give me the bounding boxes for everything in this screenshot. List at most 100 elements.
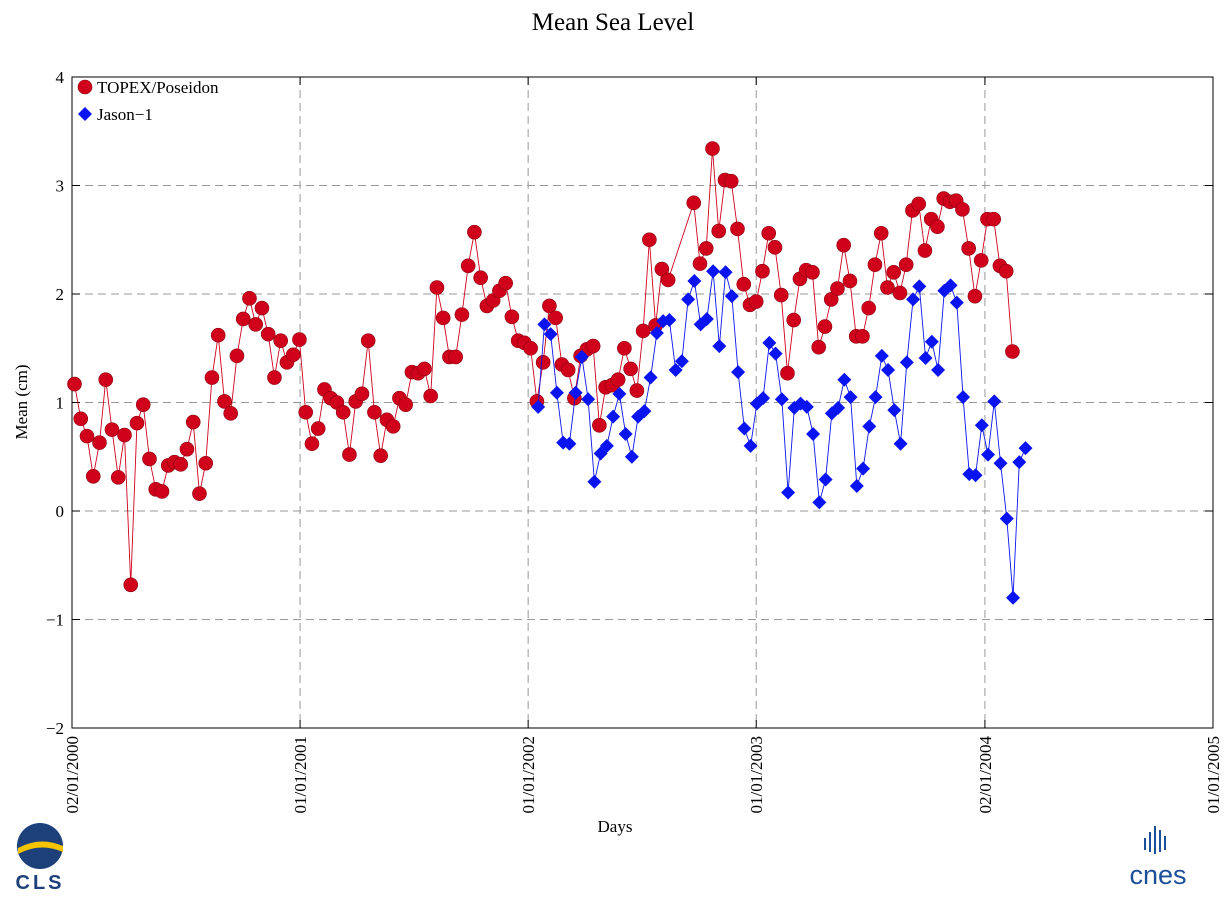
data-point — [210, 327, 226, 343]
data-point — [574, 349, 589, 364]
data-point — [724, 289, 739, 304]
data-point — [662, 313, 677, 328]
data-point — [999, 511, 1014, 526]
data-point — [535, 355, 551, 370]
data-point — [198, 455, 214, 471]
data-point — [1012, 455, 1027, 470]
data-point — [912, 279, 927, 294]
logo-swoosh — [18, 841, 63, 854]
data-point — [856, 461, 871, 476]
data-point — [806, 426, 821, 441]
data-point — [373, 448, 388, 463]
data-point — [310, 421, 326, 436]
y-axis-label: Mean (cm) — [12, 364, 31, 439]
data-point — [755, 263, 770, 279]
data-point — [1006, 590, 1021, 605]
data-point — [429, 280, 445, 295]
data-point — [687, 273, 702, 288]
data-point — [562, 436, 577, 451]
data-point — [537, 317, 552, 332]
data-point — [73, 411, 89, 427]
data-point — [868, 390, 883, 405]
data-point — [774, 392, 789, 407]
data-point — [342, 447, 357, 462]
data-point — [706, 264, 721, 279]
data-point — [773, 287, 789, 303]
cls-logo: CLS — [16, 823, 63, 894]
data-point — [692, 256, 708, 271]
data-point — [723, 173, 739, 189]
data-point — [873, 225, 889, 241]
data-point — [917, 243, 933, 258]
data-point — [918, 351, 933, 366]
data-point — [498, 275, 513, 291]
data-point — [192, 486, 207, 501]
data-point — [842, 273, 858, 289]
data-point — [649, 326, 664, 341]
x-tick-label: 01/01/2002 — [519, 736, 538, 813]
data-point — [748, 294, 764, 309]
data-point — [756, 391, 771, 406]
data-point — [523, 340, 538, 356]
data-point — [830, 281, 845, 296]
data-point — [743, 438, 758, 453]
data-point — [85, 468, 101, 484]
y-tick-label: −1 — [46, 611, 64, 630]
logo-text: cnes — [1129, 860, 1186, 890]
data-point — [967, 288, 983, 304]
data-point — [543, 327, 558, 342]
data-point — [117, 427, 132, 443]
y-tick-label: 3 — [56, 177, 65, 196]
data-point — [585, 338, 601, 354]
data-point — [887, 403, 902, 418]
data-point — [961, 241, 976, 256]
data-point — [818, 472, 833, 487]
data-point — [786, 312, 802, 328]
y-tick-label: −2 — [46, 719, 64, 738]
data-point — [460, 258, 476, 274]
plot-area: −2 −1 0 1 2 3 4 02/01/2000 01/01/2001 01/01/2002 0… — [46, 68, 1223, 813]
data-point — [930, 219, 945, 235]
plot-frame — [71, 76, 1214, 729]
data-point — [660, 272, 676, 288]
data-point — [867, 257, 883, 273]
data-point — [473, 270, 488, 286]
y-tick-label: 4 — [56, 68, 65, 87]
data-point — [880, 280, 895, 295]
data-point — [823, 292, 839, 307]
data-point — [448, 349, 463, 365]
x-tick-label: 01/01/2005 — [1204, 736, 1223, 813]
data-point — [154, 484, 170, 499]
data-point — [360, 333, 376, 348]
data-point — [367, 404, 382, 420]
data-point — [705, 141, 720, 156]
series — [531, 264, 1033, 605]
data-point — [762, 335, 777, 350]
data-point — [435, 310, 451, 326]
x-tick-label: 02/01/2000 — [63, 736, 82, 813]
data-point — [104, 422, 120, 437]
data-point — [831, 400, 846, 415]
data-point — [617, 340, 632, 356]
data-point — [542, 298, 557, 314]
data-point — [354, 386, 370, 402]
data-point — [185, 414, 201, 430]
y-tick-label: 1 — [56, 394, 65, 413]
data-point — [711, 223, 727, 239]
data-point — [881, 362, 896, 377]
data-point — [855, 329, 870, 344]
data-point — [560, 362, 576, 378]
data-point — [731, 365, 746, 380]
data-point — [955, 202, 970, 217]
data-point — [837, 372, 852, 387]
data-point — [681, 292, 696, 307]
data-point — [242, 291, 257, 306]
data-point — [229, 348, 245, 364]
data-point — [260, 326, 276, 342]
data-point — [730, 221, 745, 237]
data-point — [892, 285, 908, 301]
data-point — [987, 394, 1002, 409]
data-point — [737, 421, 752, 436]
data-point — [998, 263, 1014, 279]
